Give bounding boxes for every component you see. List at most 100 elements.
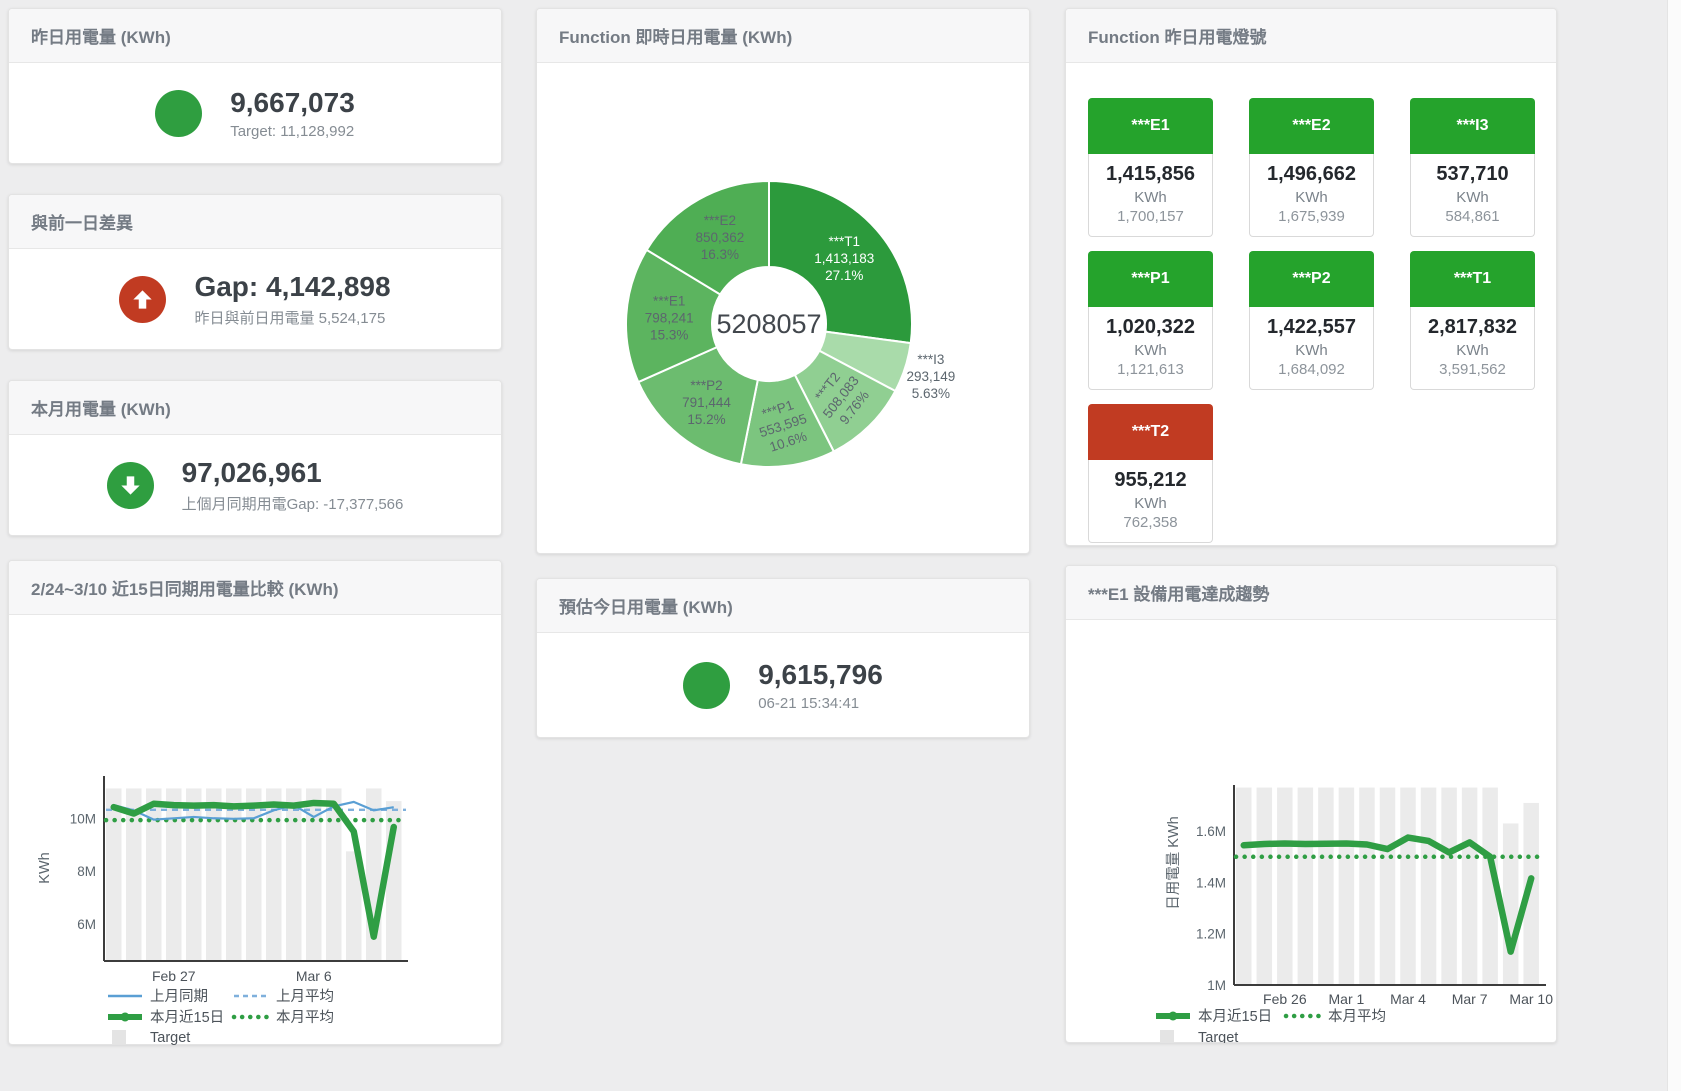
arrow-glyph (133, 290, 153, 309)
svg-text:293,149: 293,149 (906, 369, 955, 384)
stat-body: 97,026,961 上個月同期用電Gap: -17,377,566 (9, 435, 501, 536)
status-tile-E1: ***E1 1,415,856 KWh 1,700,157 (1088, 98, 1213, 237)
svg-text:15.2%: 15.2% (687, 412, 725, 427)
legend-label: 本月近15日 (1198, 1008, 1272, 1025)
stat-value: 9,615,796 (758, 659, 883, 691)
svg-text:***P2: ***P2 (690, 378, 722, 393)
tile-value: 955,212 (1114, 469, 1187, 491)
stat-subtext: Target: 11,128,992 (230, 122, 355, 140)
tile-target: 1,121,613 (1117, 361, 1184, 378)
donut-chart: ***T1 1,413,183 27.1% ***I3 293,149 5.63% ***T… (625, 179, 955, 468)
status-circle-icon (155, 90, 203, 137)
svg-text:***T1: ***T1 (829, 234, 861, 249)
scrollbar-track[interactable] (1667, 0, 1681, 1091)
legend-swatch-dot (1168, 1011, 1178, 1021)
legend-swatch-target (1160, 1030, 1174, 1044)
donut-slice-label: ***E2 850,362 16.3% (696, 213, 745, 262)
donut-slice-label: ***T1 1,413,183 27.1% (814, 234, 874, 283)
svg-text:***E1: ***E1 (653, 294, 685, 309)
svg-text:5.63%: 5.63% (912, 386, 950, 401)
svg-text:***I3: ***I3 (917, 352, 944, 367)
card-today-estimate: 預估今日用電量 (KWh) 9,615,796 06-21 15:34:41 (536, 578, 1030, 738)
legend-label: 本月近15日 (150, 1009, 224, 1026)
series-line-solid (113, 800, 394, 821)
tile-unit: KWh (1456, 189, 1489, 206)
tile-body: 955,212 KWh 762,358 (1088, 460, 1213, 543)
svg-text:16.3%: 16.3% (701, 247, 739, 262)
tile-value: 1,422,557 (1267, 316, 1356, 338)
tile-body: 2,817,832 KWh 3,591,562 (1410, 307, 1535, 390)
target-bar (1502, 823, 1519, 985)
status-tile-P1: ***P1 1,020,322 KWh 1,121,613 (1088, 251, 1213, 390)
status-tile-P2: ***P2 1,422,557 KWh 1,684,092 (1249, 251, 1374, 390)
target-bar (1297, 787, 1314, 985)
card-month-usage: 本月用電量 (KWh) 97,026,961 上個月同期用電Gap: -17,3… (8, 380, 502, 536)
target-bar (1482, 787, 1498, 985)
target-bar (1318, 787, 1334, 985)
tile-value: 1,496,662 (1267, 163, 1356, 185)
card-prev-day-gap: 與前一日差異 Gap: 4,142,898 昨日與前日用電量 5,524,175 (8, 194, 502, 350)
y-tick-label: 1M (1207, 978, 1226, 993)
donut-slice-E1 (625, 248, 722, 384)
target-bar (1359, 787, 1375, 985)
legend-label: Target (1198, 1030, 1238, 1043)
target-bar (286, 788, 302, 961)
tile-body: 1,415,856 KWh 1,700,157 (1088, 154, 1213, 237)
y-axis-title: 日用電量 KWh (1166, 816, 1182, 909)
target-bar (1523, 802, 1539, 985)
target-bar (1256, 787, 1273, 985)
svg-text:***E2: ***E2 (704, 213, 736, 228)
card-15day-compare-chart: 2/24~3/10 近15日同期用電量比較 (KWh) 6M 8M 10M KWh Fe… (8, 560, 502, 1046)
tile-body: 1,020,322 KWh 1,121,613 (1088, 307, 1213, 390)
target-bar (166, 788, 182, 961)
donut-center-total: 5208057 (716, 309, 821, 339)
y-tick-label: 8M (77, 864, 96, 879)
svg-text:850,362: 850,362 (696, 230, 745, 245)
x-tick-label: Mar 10 (1509, 991, 1553, 1007)
target-bar (186, 788, 202, 961)
y-tick-label: 1.4M (1196, 875, 1226, 890)
tile-body: 1,496,662 KWh 1,675,939 (1249, 154, 1374, 237)
tile-unit: KWh (1456, 342, 1489, 359)
card-yesterday-usage: 昨日用電量 (KWh) 9,667,073 Target: 11,128,992 (8, 8, 502, 164)
tile-label: ***E2 (1249, 98, 1374, 154)
y-axis-title: KWh (37, 852, 53, 883)
legend-label: 上月平均 (276, 988, 334, 1005)
stat-value: Gap: 4,142,898 (194, 271, 391, 303)
tile-label: ***T1 (1410, 251, 1535, 307)
tile-unit: KWh (1134, 342, 1167, 359)
series-line-thick (110, 799, 397, 940)
target-bar (1420, 787, 1437, 985)
target-bar (146, 788, 162, 961)
tile-unit: KWh (1134, 189, 1167, 206)
card-realtime-donut: Function 即時日用電量 (KWh) ***T1 1,413,183 27.1… (536, 8, 1030, 554)
tile-body: 537,710 KWh 584,861 (1410, 154, 1535, 237)
target-bar (1338, 787, 1355, 985)
legend-label: Target (150, 1030, 190, 1045)
card-e1-trend-chart: ***E1 設備用電達成趨勢 1M 1.2M 1.4M 1.6M 日用電量 KWh Feb… (1065, 565, 1557, 1046)
tile-label: ***P2 (1249, 251, 1374, 307)
stat-body: 9,615,796 06-21 15:34:41 (537, 633, 1029, 738)
donut-slice-label: ***P2 791,444 15.2% (682, 378, 731, 427)
card-title: ***E1 設備用電達成趨勢 (1066, 566, 1556, 620)
tile-label: ***I3 (1410, 98, 1535, 154)
tile-target: 1,675,939 (1278, 208, 1345, 225)
x-tick-label: Feb 26 (1263, 991, 1307, 1007)
card-title: Function 即時日用電量 (KWh) (537, 9, 1029, 63)
target-bar (346, 851, 362, 961)
legend-swatch-target (112, 1030, 126, 1044)
target-bar (1400, 787, 1416, 985)
target-bar (326, 788, 342, 961)
tile-value: 537,710 (1436, 163, 1509, 185)
legend-swatch-dot (120, 1012, 130, 1022)
stat-subtext: 上個月同期用電Gap: -17,377,566 (181, 495, 404, 513)
y-tick-label: 1.6M (1196, 824, 1226, 839)
stat-subtext: 昨日與前日用電量 5,524,175 (194, 309, 386, 327)
donut-hole (713, 268, 825, 380)
target-bar (1441, 787, 1457, 985)
svg-text:15.3%: 15.3% (650, 328, 688, 343)
target-bar (266, 788, 282, 961)
legend-label: 本月平均 (1328, 1008, 1386, 1025)
